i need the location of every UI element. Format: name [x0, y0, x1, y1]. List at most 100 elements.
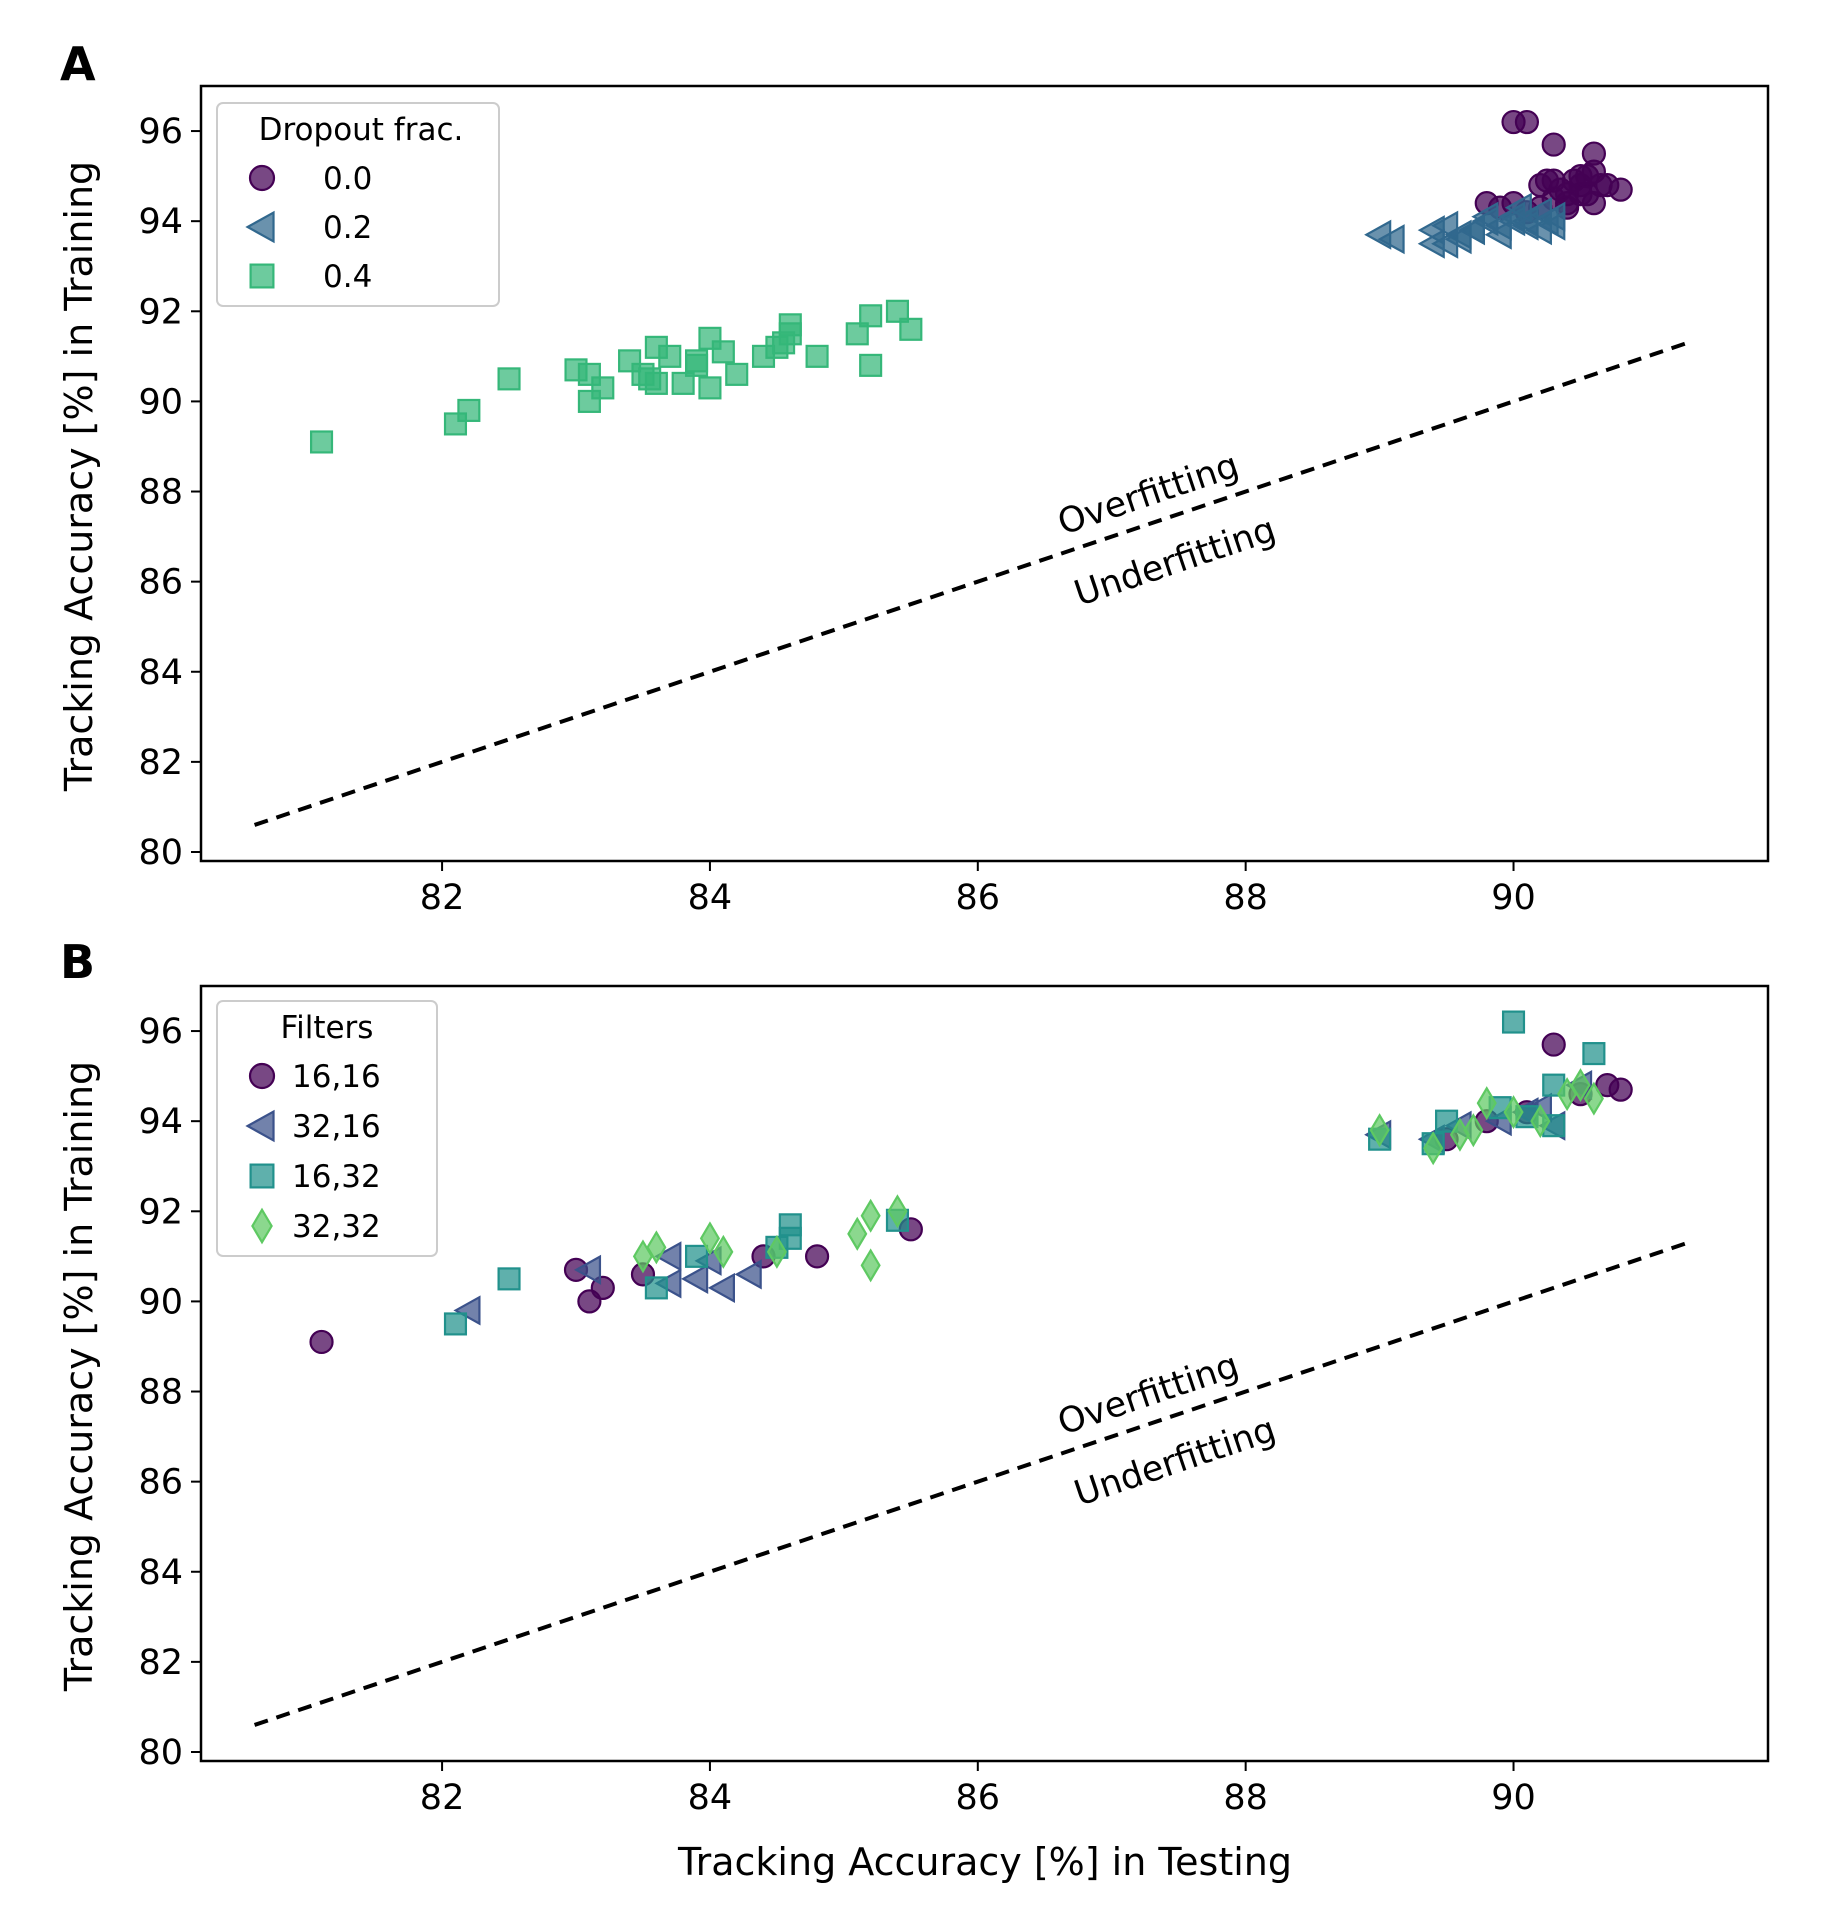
panel-a-letter: A: [60, 37, 96, 91]
panel-b-point: [1595, 1073, 1620, 1098]
panel-b-x-tick-label: 88: [1223, 1778, 1268, 1818]
panel-b-point: [644, 1276, 668, 1300]
panel-b-point: [1570, 1068, 1591, 1103]
panel-b-point: [1541, 1032, 1566, 1057]
panel-b-y-tick-label: 84: [138, 1553, 183, 1593]
panel-b-point: [497, 1267, 521, 1291]
panel-b-legend-box: [216, 1000, 438, 1257]
panel-a-point: [711, 340, 735, 364]
panel-b-y-axis-title: Tracking Accuracy [%] in Training: [57, 1061, 101, 1692]
panel-b-x-axis-title: Tracking Accuracy [%] in Testing: [677, 1840, 1292, 1884]
panel-a-legend: Dropout frac. 0.0 0.2 0.4: [216, 102, 500, 307]
panel-b-legend: Filters 16,16 32,16 16,32 32,32: [216, 1000, 438, 1257]
panel-b-series-3: [632, 1068, 1604, 1283]
panel-b-point: [860, 1248, 881, 1283]
panel-a-point: [1514, 109, 1540, 135]
panel-a-point: [1531, 206, 1559, 237]
panel-b-y-tick-label: 88: [138, 1373, 183, 1413]
panel-b-point: [443, 1312, 468, 1336]
panel-b-point: [309, 1329, 334, 1355]
panel-a-point: [684, 353, 709, 377]
panel-a-point: [859, 353, 883, 377]
panel-a-series-0: [1474, 109, 1633, 225]
panel-a-point: [1457, 215, 1486, 246]
panel-b-legend-title: Filters: [281, 1010, 374, 1046]
panel-a-legend-marker: [248, 164, 276, 192]
panel-b-legend-label: 16,16: [292, 1059, 381, 1095]
panel-a-point: [1484, 219, 1512, 250]
panel-a-series-2: [309, 299, 923, 454]
panel-a-y-tick-label: 96: [138, 112, 183, 152]
panel-a-x-tick-label: 86: [956, 878, 1001, 918]
panel-b-y-tick-label: 90: [138, 1282, 183, 1322]
panel-a-legend-title: Dropout frac.: [259, 112, 464, 148]
panel-a-y-tick-label: 82: [138, 743, 183, 783]
panel-a-legend-label: 0.4: [323, 259, 372, 295]
panel-a-legend-label: 0.2: [323, 210, 372, 246]
panel-b-point: [1435, 1109, 1459, 1133]
panel-b-y-tick-label: 96: [138, 1012, 183, 1052]
panel-a-point: [698, 376, 722, 400]
panel-b-point: [707, 1272, 735, 1303]
panel-b-point: [804, 1244, 830, 1269]
panel-b-letter: B: [60, 935, 95, 989]
panel-a-y-tick-label: 88: [138, 473, 183, 513]
panel-b-x-tick-label: 90: [1491, 1778, 1536, 1818]
panel-b-x-tick-label: 82: [420, 1778, 465, 1818]
panel-b-legend-marker: [249, 1163, 275, 1189]
panel-b-point: [684, 1244, 709, 1268]
panel-b-legend-marker: [245, 1109, 275, 1143]
panel-a-legend-marker: [245, 210, 275, 244]
panel-b-point: [1369, 1113, 1390, 1148]
panel-b-y-tick-label: 80: [138, 1733, 183, 1773]
panel-a-y-tick-label: 94: [138, 202, 183, 242]
panel-a-y-axis-title: Tracking Accuracy [%] in Training: [57, 161, 101, 792]
panel-b-y-tick-label: 94: [138, 1102, 183, 1142]
panel-b-point: [766, 1234, 787, 1269]
panel-a-point: [658, 344, 682, 368]
panel-a-legend-label: 0.0: [323, 161, 372, 197]
panel-a-point: [1541, 132, 1566, 157]
panel-a-point: [885, 299, 909, 323]
panel-b-point: [1583, 1081, 1604, 1116]
panel-b-legend-marker: [248, 1062, 276, 1090]
panel-a-y-tick-label: 84: [138, 653, 183, 693]
panel-a-y-tick-label: 90: [138, 382, 183, 422]
panel-b-point: [847, 1216, 868, 1251]
panel-b-x-tick-label: 84: [688, 1778, 733, 1818]
panel-a-axes-frame: [199, 84, 1770, 863]
panel-a-point: [805, 344, 829, 368]
panel-a-point: [1377, 224, 1405, 255]
panel-a-y-tick-label: 92: [138, 292, 183, 332]
panel-a-point: [497, 367, 521, 391]
panel-a-point: [457, 398, 481, 422]
panel-b-point: [453, 1295, 481, 1326]
panel-a-x-tick-label: 90: [1491, 878, 1536, 918]
panel-b-point: [1582, 1042, 1606, 1066]
panel-b-legend-label: 32,16: [292, 1109, 381, 1145]
panel-a-x-tick-label: 82: [420, 878, 465, 918]
panel-a-y-tick-label: 86: [138, 563, 183, 603]
panel-b-series-2: [443, 1010, 1606, 1336]
panel-b-point: [860, 1198, 881, 1233]
panel-b-legend-label: 16,32: [292, 1159, 381, 1195]
panel-a-point: [1534, 168, 1560, 193]
panel-a-point: [845, 322, 869, 346]
panel-a-point: [899, 317, 923, 341]
panel-a-series-1: [1364, 192, 1566, 259]
panel-a-point: [725, 362, 749, 386]
panel-b-x-tick-label: 86: [956, 1778, 1001, 1818]
panel-a-x-tick-label: 84: [688, 878, 733, 918]
panel-a-point: [591, 376, 615, 400]
panel-b-y-tick-label: 92: [138, 1192, 183, 1232]
panel-b-point: [654, 1268, 682, 1299]
panel-b-point: [654, 1241, 682, 1272]
panel-b-point: [1476, 1086, 1497, 1121]
panel-b-point: [1501, 1010, 1526, 1034]
panel-b-y-tick-label: 86: [138, 1463, 183, 1503]
panel-a-point: [1504, 192, 1532, 223]
